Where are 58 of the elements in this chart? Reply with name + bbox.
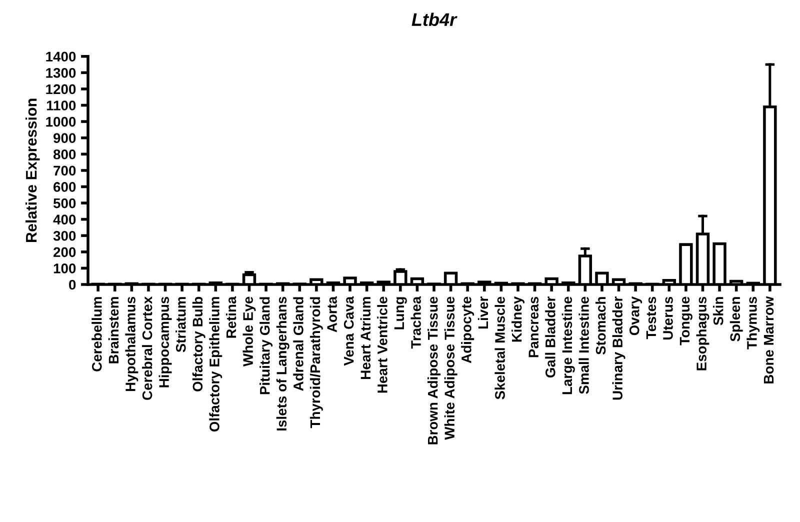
x-tick-label: Cerebellum (92, 297, 102, 372)
y-tick-label: 1000 (46, 116, 76, 127)
y-tick-label: 1200 (46, 84, 76, 94)
x-tick-label: Lung (394, 297, 407, 330)
y-tick-label: 1300 (46, 68, 76, 78)
x-tick-label: Urinary Bladder (612, 296, 626, 400)
x-tick-label: Brainstem (108, 297, 119, 364)
y-tick-label: 100 (54, 264, 76, 274)
x-tick-label: Gall Bladder (545, 296, 556, 378)
x-tick-label: Vena Cava (344, 296, 354, 366)
x-tick-label: Small Intestine (578, 296, 589, 394)
y-tick-label: 1100 (46, 100, 76, 110)
x-tick-label: Pituitary Gland (260, 297, 273, 394)
x-tick-label: Striatum (176, 297, 186, 352)
x-tick-label: Olfactory Bulb (192, 296, 206, 392)
x-tick-label: Esophagus (696, 296, 710, 370)
x-tick-label: Whole Eye (242, 296, 256, 367)
x-tick-label: Hypothalamus (125, 296, 138, 392)
x-tick-label: Heart Ventricle (377, 296, 388, 393)
x-tick-label: Hippocampus (158, 296, 172, 388)
y-tick-label: 1400 (46, 52, 76, 62)
x-tick-label: Tongue (680, 296, 692, 346)
x-tick-label: Olfactory Epithelium (209, 297, 222, 432)
y-tick-label: 800 (53, 149, 76, 160)
x-tick-label: Heart Atrium (360, 297, 371, 379)
x-tick-label: Bone Marrow (764, 296, 774, 384)
x-tick-label: Liver (478, 296, 488, 329)
y-tick-label: 0 (69, 280, 76, 290)
x-tick-label: Kidney (512, 296, 524, 342)
x-tick-label: Thymus (746, 296, 760, 350)
y-tick-label: 600 (54, 182, 76, 192)
y-tick-label: 500 (53, 198, 76, 208)
chart-title: Ltb4r (412, 12, 458, 26)
x-tick-label: Testes (646, 296, 656, 340)
y-tick-label: 300 (53, 230, 76, 241)
x-tick-label: Spleen (730, 297, 743, 342)
y-tick-label: 900 (54, 133, 76, 144)
y-tick-label: 200 (54, 247, 76, 258)
x-tick-label: Skin (713, 297, 724, 326)
x-tick-label: Trachea (410, 296, 421, 349)
x-tick-label: White Adipose Tissue (444, 296, 458, 440)
x-tick-label: Adipocyte (461, 296, 474, 364)
x-tick-label: Islets of Langerhans (276, 296, 290, 430)
x-tick-label: Cerebral Cortex (142, 296, 152, 400)
y-tick-label: 400 (53, 214, 76, 224)
x-tick-label: Retina (226, 296, 236, 338)
x-tick-label: Uterus (663, 296, 673, 340)
x-tick-label: Ovary (629, 296, 642, 336)
x-tick-label: Aorta (327, 296, 337, 332)
x-tick-label: Adrenal Gland (293, 297, 304, 391)
x-tick-label: Thyroid/Parathyroid (310, 297, 323, 428)
x-tick-label: Stomach (595, 297, 606, 355)
y-tick-label: 700 (54, 166, 76, 176)
x-tick-label: Large Intestine (562, 296, 575, 394)
x-tick-label: Pancreas (528, 296, 539, 358)
x-tick-label: Brown Adipose Tissue (428, 296, 440, 444)
y-axis-title: Relative Expression (26, 98, 40, 242)
x-tick-label: Skeletal Muscle (494, 296, 505, 400)
